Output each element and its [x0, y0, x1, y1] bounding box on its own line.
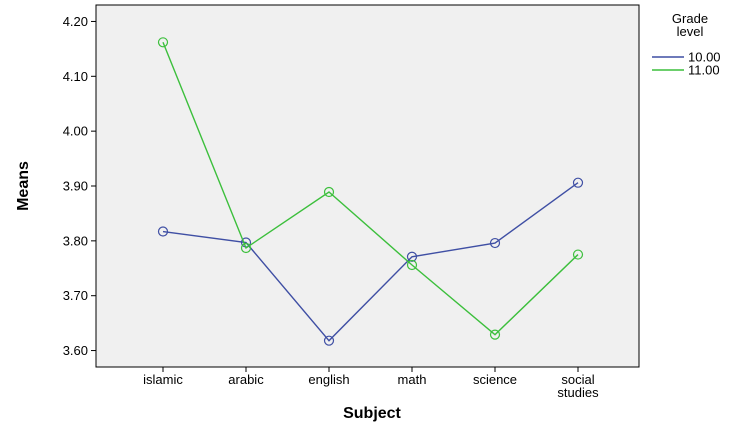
legend-title: level: [677, 24, 704, 39]
data-point: [489, 237, 501, 249]
data-point: [406, 251, 418, 262]
y-axis-title: Means: [15, 161, 32, 211]
x-tick-label: english: [308, 372, 349, 387]
y-tick-label: 3.70: [63, 288, 88, 303]
data-point: [323, 335, 335, 346]
y-tick-label: 3.80: [63, 233, 88, 248]
legend-title: Grade: [672, 11, 708, 26]
data-point: [240, 242, 252, 254]
y-axis: 3.60 3.70 3.80 3.90 4.00 4.10 4.20: [63, 14, 96, 358]
series-layer: [157, 37, 584, 346]
x-tick-label: islamic: [143, 372, 183, 387]
plot-area: [95, 4, 640, 368]
y-tick-label: 4.10: [63, 69, 88, 84]
series-line: [162, 182, 579, 342]
series-11.00: [157, 37, 584, 340]
y-tick-label: 4.00: [63, 124, 88, 139]
data-point: [157, 226, 169, 237]
data-point: [323, 186, 335, 198]
data-point: [489, 329, 501, 340]
legend-label: 10.00: [688, 50, 721, 65]
y-tick-label: 3.60: [63, 343, 88, 358]
data-point: [572, 177, 584, 188]
legend-label: 11.00: [688, 63, 720, 78]
x-tick-label: math: [398, 372, 427, 387]
x-tick-label: social studies: [557, 372, 599, 400]
x-tick-label: science: [473, 372, 517, 387]
data-point: [157, 37, 169, 48]
data-point: [406, 259, 418, 271]
y-tick-label: 3.90: [63, 179, 88, 194]
data-point: [572, 249, 584, 260]
x-tick-label: arabic: [228, 372, 264, 387]
x-axis: islamic arabic english math science social stu…: [143, 367, 599, 400]
series-line: [162, 42, 579, 336]
x-axis-title: Subject: [343, 405, 401, 422]
y-tick-label: 4.20: [63, 14, 88, 29]
